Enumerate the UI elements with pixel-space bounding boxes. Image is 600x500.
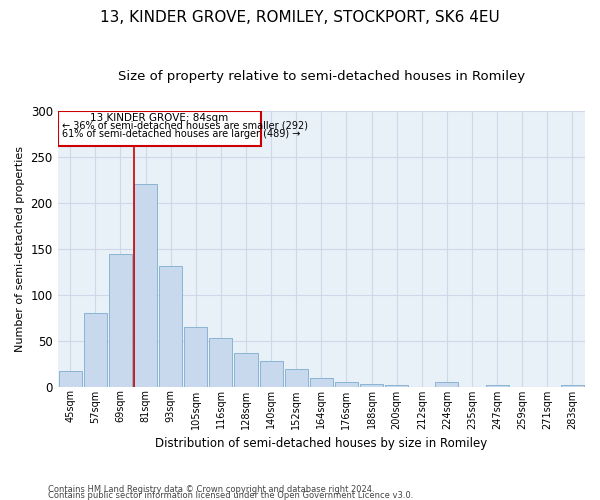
Text: 13 KINDER GROVE: 84sqm: 13 KINDER GROVE: 84sqm — [91, 114, 229, 124]
Y-axis label: Number of semi-detached properties: Number of semi-detached properties — [15, 146, 25, 352]
Bar — [159, 266, 182, 386]
Title: Size of property relative to semi-detached houses in Romiley: Size of property relative to semi-detach… — [118, 70, 525, 83]
Bar — [436, 382, 458, 386]
Bar — [335, 382, 358, 386]
Bar — [310, 378, 333, 386]
Bar — [109, 254, 132, 386]
Bar — [385, 384, 408, 386]
Bar — [561, 384, 584, 386]
Bar — [235, 354, 257, 386]
X-axis label: Distribution of semi-detached houses by size in Romiley: Distribution of semi-detached houses by … — [155, 437, 487, 450]
Bar — [260, 361, 283, 386]
Bar — [284, 369, 308, 386]
Text: Contains HM Land Registry data © Crown copyright and database right 2024.: Contains HM Land Registry data © Crown c… — [48, 485, 374, 494]
Text: 61% of semi-detached houses are larger (489) →: 61% of semi-detached houses are larger (… — [62, 129, 301, 139]
Text: Contains public sector information licensed under the Open Government Licence v3: Contains public sector information licen… — [48, 491, 413, 500]
Bar — [84, 313, 107, 386]
Bar — [485, 384, 509, 386]
Bar — [184, 326, 208, 386]
Bar — [134, 184, 157, 386]
Bar — [59, 371, 82, 386]
Text: ← 36% of semi-detached houses are smaller (292): ← 36% of semi-detached houses are smalle… — [62, 120, 308, 130]
Bar — [209, 338, 232, 386]
Text: 13, KINDER GROVE, ROMILEY, STOCKPORT, SK6 4EU: 13, KINDER GROVE, ROMILEY, STOCKPORT, SK… — [100, 10, 500, 25]
Bar — [360, 384, 383, 386]
FancyBboxPatch shape — [58, 110, 261, 146]
